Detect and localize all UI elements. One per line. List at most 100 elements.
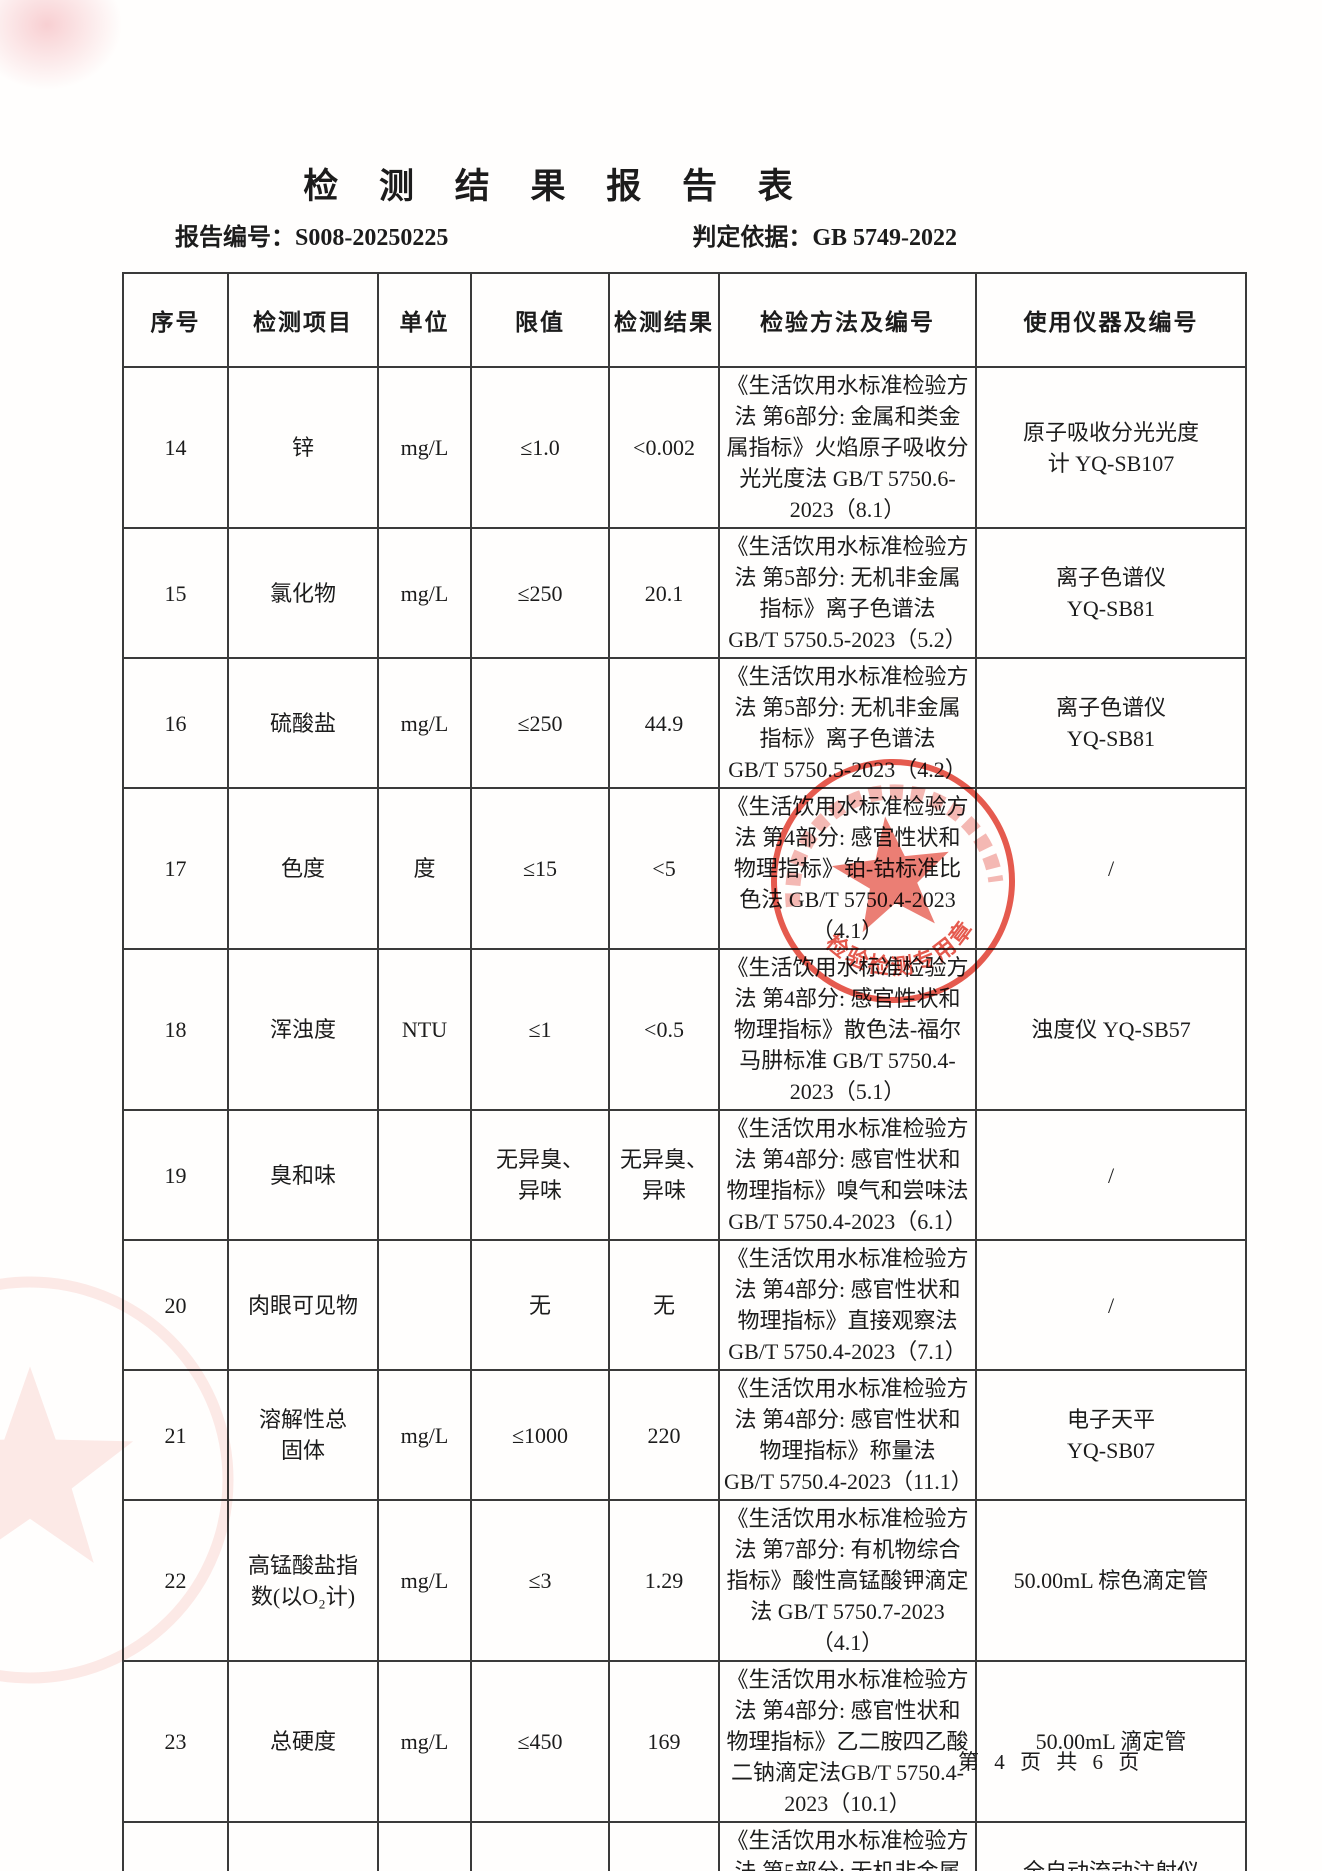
cell-result: <0.002	[608, 1821, 720, 1871]
cell-item: 氰化物	[227, 1821, 379, 1871]
judgement-basis-value: GB 5749-2022	[812, 225, 957, 251]
judgement-basis-label: 判定依据：	[692, 225, 813, 251]
cell-result: 无异臭、 异味	[608, 1109, 720, 1241]
cell-unit: mg/L	[377, 1369, 472, 1501]
cell-no: 21	[122, 1369, 229, 1501]
cell-no: 24	[122, 1821, 229, 1871]
cell-no: 14	[122, 366, 229, 529]
cell-no: 19	[122, 1109, 229, 1241]
cell-limit: ≤1.0	[470, 366, 610, 529]
cell-item: 氯化物	[227, 527, 379, 659]
cell-item: 色度	[227, 787, 379, 950]
cell-result: 220	[608, 1369, 720, 1501]
table-row: 23 总硬度 mg/L ≤450 169 《生活饮用水标准检验方法 第4部分: 感官性状和…	[122, 1660, 1247, 1823]
cell-item: 高锰酸盐指 数(以O₂计)	[227, 1499, 379, 1662]
cell-instrument: 50.00mL 滴定管	[975, 1660, 1247, 1823]
cell-unit	[377, 1239, 472, 1371]
cell-method: 《生活饮用水标准检验方法 第4部分: 感官性状和物理指标》散色法-福尔马肼标准 …	[718, 948, 977, 1111]
cell-unit: mg/L	[377, 527, 472, 659]
page-footer: 第 4 页 共 6 页	[958, 1750, 1145, 1774]
header-cell-unit: 单位	[377, 272, 472, 368]
cell-instrument: 原子吸收分光光度 计 YQ-SB107	[975, 366, 1247, 529]
cell-limit: ≤3	[470, 1499, 610, 1662]
judgement-basis: 判定依据：GB 5749-2022	[692, 217, 957, 252]
cell-instrument: /	[975, 1239, 1247, 1371]
cell-unit: mg/L	[377, 366, 472, 529]
report-number-label: 报告编号：	[175, 225, 295, 251]
header-cell-item: 检测项目	[227, 272, 379, 368]
cell-result: <0.002	[608, 366, 720, 529]
table-row: 21 溶解性总 固体 mg/L ≤1000 220 《生活饮用水标准检验方法 第4部分: …	[122, 1369, 1247, 1501]
table-row: 18 浑浊度 NTU ≤1 <0.5 《生活饮用水标准检验方法 第4部分: 感官性状和物理…	[122, 948, 1247, 1111]
cell-item: 臭和味	[227, 1109, 379, 1241]
cell-method: 《生活饮用水标准检验方法 第4部分: 感官性状和物理指标》直接观察法 GB/T …	[718, 1239, 977, 1371]
table-row: 14 锌 mg/L ≤1.0 <0.002 《生活饮用水标准检验方法 第6部分: 金属和类…	[122, 366, 1247, 529]
table-row: 20 肉眼可见物无无《生活饮用水标准检验方法 第4部分: 感官性状和物理指标》直接…	[122, 1239, 1247, 1371]
cell-result: <0.5	[608, 948, 720, 1111]
meta-row: 报告编号：S008-20250225 判定依据：GB 5749-2022	[175, 217, 957, 252]
cell-method: 《生活饮用水标准检验方法 第4部分: 感官性状和物理指标》乙二胺四乙酸二钠滴定法…	[718, 1660, 977, 1823]
results-table: 序号 检测项目 单位 限值 检测结果 检验方法及编号 使用仪器及编号 14 锌 mg…	[122, 272, 1247, 1871]
results-table-body: 14 锌 mg/L ≤1.0 <0.002 《生活饮用水标准检验方法 第6部分: 金属和类…	[122, 366, 1247, 1871]
cell-instrument: 50.00mL 棕色滴定管	[975, 1499, 1247, 1662]
cell-result: <5	[608, 787, 720, 950]
cell-instrument: /	[975, 1109, 1247, 1241]
cell-unit: mg/L	[377, 657, 472, 789]
header-cell-instrument: 使用仪器及编号	[975, 272, 1247, 368]
cell-instrument: /	[975, 787, 1247, 950]
cell-no: 15	[122, 527, 229, 659]
cell-limit: 无异臭、 异味	[470, 1109, 610, 1241]
cell-instrument: 离子色谱仪 YQ-SB81	[975, 657, 1247, 789]
cell-result: 169	[608, 1660, 720, 1823]
table-row: 19 臭和味 无异臭、 异味 无异臭、 异味 《生活饮用水标准检验方法 第4部分: 感官…	[122, 1109, 1247, 1241]
cell-instrument: 电子天平 YQ-SB07	[975, 1369, 1247, 1501]
cell-method: 《生活饮用水标准检验方法 第4部分: 感官性状和物理指标》铂-钴标准比色法 GB…	[718, 787, 977, 950]
cell-item: 浑浊度	[227, 948, 379, 1111]
cell-limit: ≤1000	[470, 1369, 610, 1501]
partial-seal-star-icon	[0, 1366, 134, 1563]
cell-result: 无	[608, 1239, 720, 1371]
cell-result: 44.9	[608, 657, 720, 789]
cell-result: 1.29	[608, 1499, 720, 1662]
header-cell-no: 序号	[122, 272, 229, 368]
cell-unit: mg/L	[377, 1499, 472, 1662]
report-number: 报告编号：S008-20250225	[175, 217, 448, 252]
cell-no: 16	[122, 657, 229, 789]
cell-method: 《生活饮用水标准检验方法 第6部分: 金属和类金属指标》火焰原子吸收分光光度法 …	[718, 366, 977, 529]
table-header-row: 序号 检测项目 单位 限值 检测结果 检验方法及编号 使用仪器及编号	[122, 272, 1247, 368]
cell-limit: ≤1	[470, 948, 610, 1111]
cell-unit: mg/L	[377, 1821, 472, 1871]
report-number-value: S008-20250225	[295, 225, 449, 251]
cell-unit: NTU	[377, 948, 472, 1111]
cell-instrument: 浊度仪 YQ-SB57	[975, 948, 1247, 1111]
cell-limit: ≤15	[470, 787, 610, 950]
scan-smudge	[0, 0, 122, 90]
cell-item: 肉眼可见物	[227, 1239, 379, 1371]
cell-limit: 无	[470, 1239, 610, 1371]
cell-method: 《生活饮用水标准检验方法 第7部分: 有机物综合指标》酸性高锰酸钾滴定法 GB/…	[718, 1499, 977, 1662]
page-title: 检 测 结 果 报 告 表	[303, 167, 809, 206]
header-cell-method: 检验方法及编号	[718, 272, 977, 368]
cell-limit: ≤0.05	[470, 1821, 610, 1871]
cell-item: 锌	[227, 366, 379, 529]
cell-method: 《生活饮用水标准检验方法 第5部分: 无机非金属指标》离子色谱法 GB/T 57…	[718, 657, 977, 789]
cell-limit: ≤450	[470, 1660, 610, 1823]
cell-item: 硫酸盐	[227, 657, 379, 789]
cell-no: 20	[122, 1239, 229, 1371]
cell-no: 17	[122, 787, 229, 950]
table-row: 17 色度度 ≤15 <5 《生活饮用水标准检验方法 第4部分: 感官性状和物理指标》铂…	[122, 787, 1247, 950]
cell-instrument: 全自动流动注射仪 YQ-SB106	[975, 1821, 1247, 1871]
header-cell-limit: 限值	[470, 272, 610, 368]
cell-method: 《生活饮用水标准检验方法 第4部分: 感官性状和物理指标》称量法 GB/T 57…	[718, 1369, 977, 1501]
cell-no: 22	[122, 1499, 229, 1662]
cell-result: 20.1	[608, 527, 720, 659]
cell-unit: 度	[377, 787, 472, 950]
cell-unit: mg/L	[377, 1660, 472, 1823]
cell-item: 溶解性总 固体	[227, 1369, 379, 1501]
cell-no: 18	[122, 948, 229, 1111]
table-row: 15 氯化物 mg/L ≤250 20.1 《生活饮用水标准检验方法 第5部分: 无机非金…	[122, 527, 1247, 659]
cell-method: 《生活饮用水标准检验方法 第4部分: 感官性状和物理指标》嗅气和尝味法 GB/T…	[718, 1109, 977, 1241]
table-row: 16 硫酸盐 mg/L ≤250 44.9 《生活饮用水标准检验方法 第5部分: 无机非金…	[122, 657, 1247, 789]
cell-limit: ≤250	[470, 527, 610, 659]
